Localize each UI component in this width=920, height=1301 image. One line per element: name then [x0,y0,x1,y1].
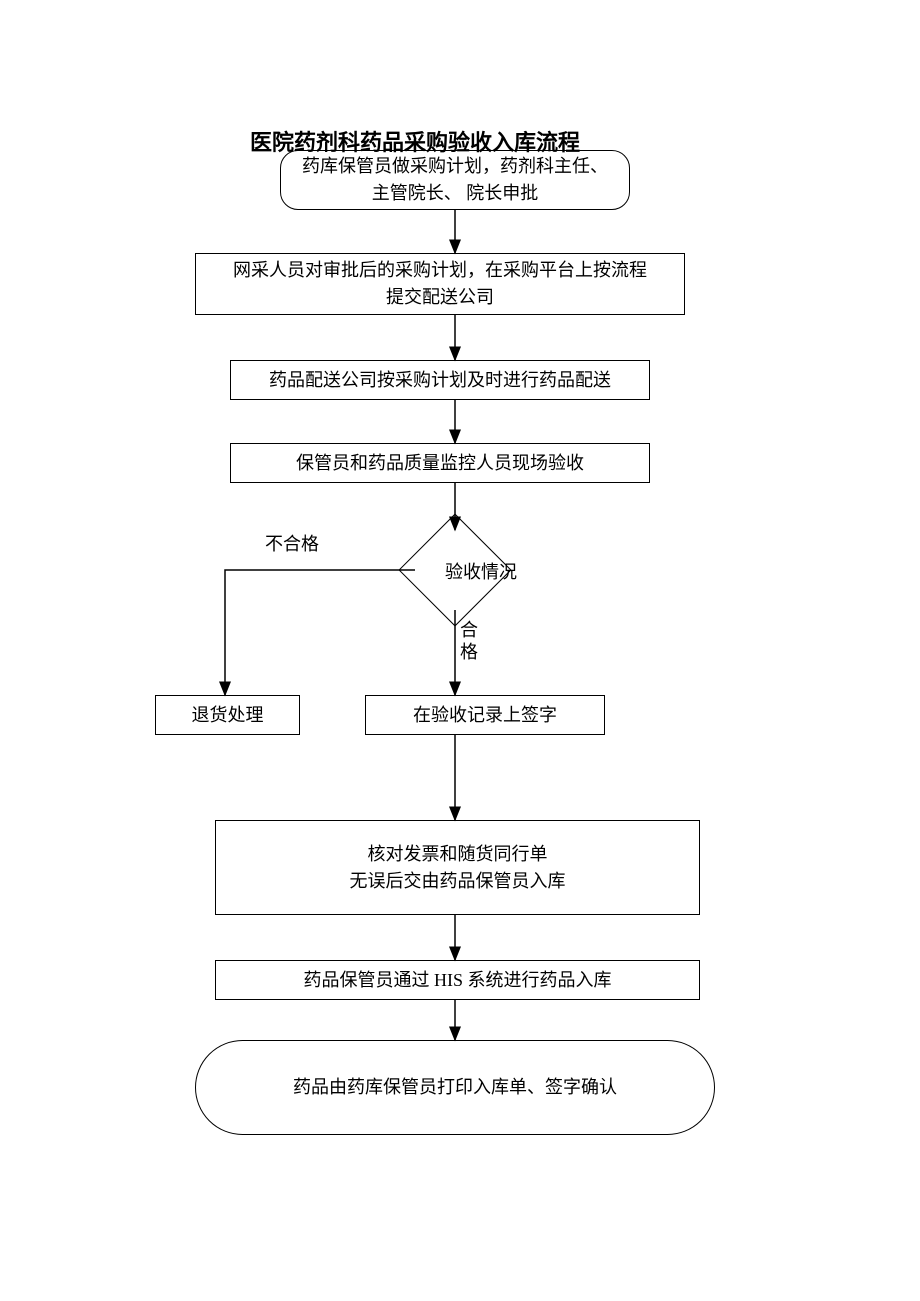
process-n5: 退货处理 [155,695,300,735]
process-n4: 保管员和药品质量监控人员现场验收 [230,443,650,483]
process-n9: 药品由药库保管员打印入库单、签字确认 [195,1040,715,1135]
process-n3: 药品配送公司按采购计划及时进行药品配送 [230,360,650,400]
edge-4 [225,570,415,695]
process-n7: 核对发票和随货同行单 无误后交由药品保管员入库 [215,820,700,915]
edge-label-1: 合 格 [460,620,478,663]
process-n2: 网采人员对审批后的采购计划，在采购平台上按流程 提交配送公司 [195,253,685,315]
edge-label-0: 不合格 [265,530,319,556]
decision-label-d1: 验收情况 [445,558,517,584]
process-n1: 药库保管员做采购计划，药剂科主任、 主管院长、 院长申批 [280,150,630,210]
process-n8: 药品保管员通过 HIS 系统进行药品入库 [215,960,700,1000]
process-n6: 在验收记录上签字 [365,695,605,735]
